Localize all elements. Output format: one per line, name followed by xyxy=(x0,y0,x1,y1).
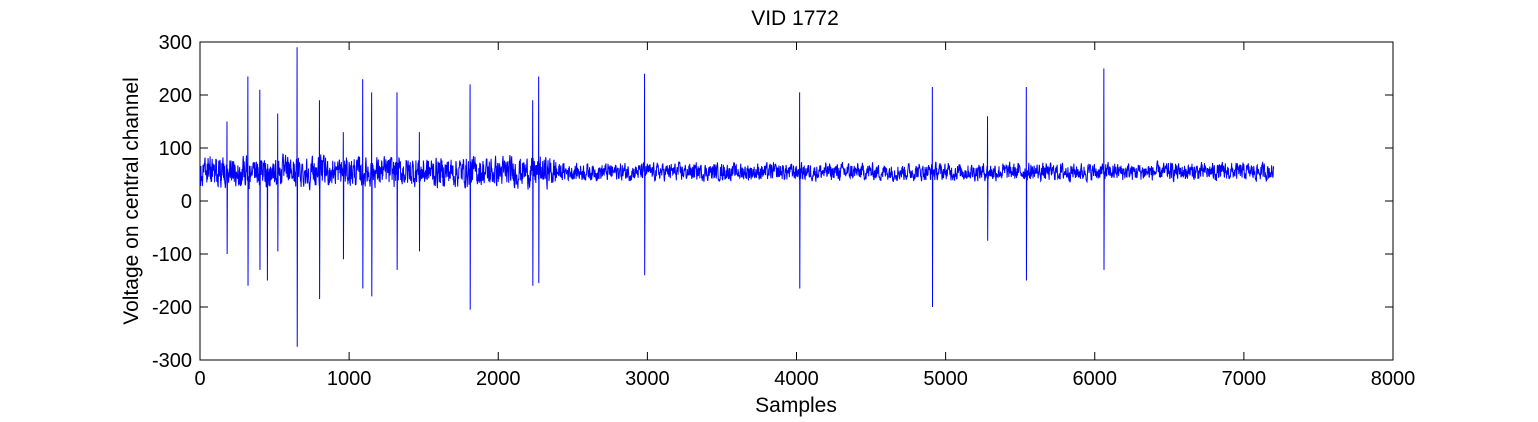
x-tick-label: 7000 xyxy=(1222,368,1267,390)
x-axis-label: Samples xyxy=(755,394,837,417)
x-tick-label: 6000 xyxy=(1073,368,1118,390)
x-tick-label: 8000 xyxy=(1371,368,1416,390)
x-tick-label: 1000 xyxy=(327,368,372,390)
x-tick-label: 4000 xyxy=(774,368,819,390)
series-line xyxy=(200,47,1275,347)
y-tick-label: -100 xyxy=(152,244,192,266)
y-tick-label: 0 xyxy=(181,191,192,213)
y-tick-label: 200 xyxy=(159,85,192,107)
y-tick-label: -200 xyxy=(152,297,192,319)
y-axis-label: Voltage on central channel xyxy=(120,77,143,325)
y-tick-label: 100 xyxy=(159,138,192,160)
axes: 0 1000 2000 3000 4000 5000 6000 7000 8000-300-20… xyxy=(152,32,1415,390)
plot-frame xyxy=(199,41,1394,361)
x-tick-label: 0 xyxy=(194,368,205,390)
chart-title: VID 1772 xyxy=(751,7,839,30)
y-tick-label: 300 xyxy=(159,32,192,54)
y-tick-label: -300 xyxy=(152,350,192,372)
x-tick-label: 5000 xyxy=(923,368,968,390)
plot-area xyxy=(200,47,1275,347)
x-tick-label: 2000 xyxy=(476,368,521,390)
x-tick-label: 3000 xyxy=(625,368,670,390)
